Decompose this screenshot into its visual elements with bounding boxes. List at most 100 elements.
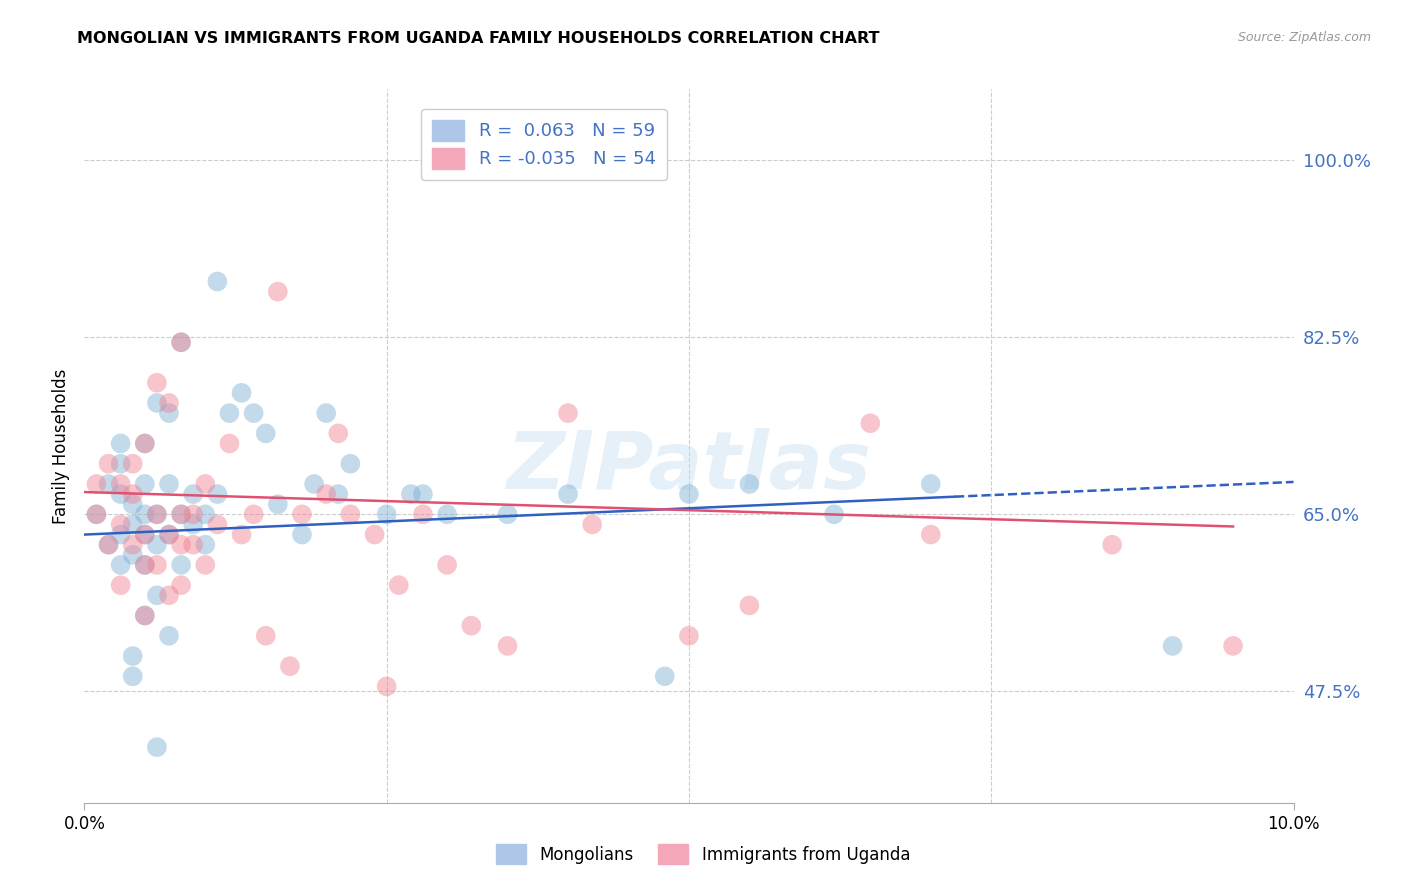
Point [254,426,277,441]
Point [339,508,361,522]
Point [121,497,143,511]
Point [134,508,156,522]
Point [146,508,169,522]
Point [134,558,156,572]
Point [134,558,156,572]
Point [1161,639,1184,653]
Point [207,487,229,501]
Point [146,538,169,552]
Point [678,487,700,501]
Point [557,406,579,420]
Point [194,508,217,522]
Point [181,487,204,501]
Point [110,517,132,532]
Point [134,477,156,491]
Point [278,659,301,673]
Point [738,477,761,491]
Point [738,599,761,613]
Point [157,406,180,420]
Point [823,508,845,522]
Point [157,527,180,541]
Point [181,508,204,522]
Point [157,588,180,602]
Point [146,396,169,410]
Point [231,385,253,400]
Point [170,578,193,592]
Point [170,558,193,572]
Point [170,538,193,552]
Legend: Mongolians, Immigrants from Uganda: Mongolians, Immigrants from Uganda [489,838,917,871]
Point [194,538,217,552]
Point [207,275,229,289]
Point [146,740,169,755]
Point [170,335,193,350]
Point [315,487,337,501]
Legend: R =  0.063   N = 59, R = -0.035   N = 54: R = 0.063 N = 59, R = -0.035 N = 54 [420,109,666,179]
Text: ZIPatlas: ZIPatlas [506,428,872,507]
Point [291,527,314,541]
Point [328,426,350,441]
Point [157,527,180,541]
Point [436,558,458,572]
Point [291,508,314,522]
Point [134,527,156,541]
Point [134,436,156,450]
Point [110,477,132,491]
Point [181,517,204,532]
Point [557,487,579,501]
Point [375,680,398,694]
Point [121,669,143,683]
Text: MONGOLIAN VS IMMIGRANTS FROM UGANDA FAMILY HOUSEHOLDS CORRELATION CHART: MONGOLIAN VS IMMIGRANTS FROM UGANDA FAMI… [77,31,880,46]
Point [231,527,253,541]
Point [121,517,143,532]
Point [207,517,229,532]
Point [315,406,337,420]
Point [1222,639,1244,653]
Point [86,508,108,522]
Point [302,477,325,491]
Point [86,508,108,522]
Point [157,629,180,643]
Point [654,669,676,683]
Point [339,457,361,471]
Point [242,508,264,522]
Point [170,335,193,350]
Point [496,639,519,653]
Point [920,477,942,491]
Point [363,527,385,541]
Point [412,487,434,501]
Point [97,538,120,552]
Point [194,477,217,491]
Point [97,457,120,471]
Point [375,508,398,522]
Point [110,558,132,572]
Point [267,497,290,511]
Point [134,436,156,450]
Point [1101,538,1123,552]
Point [110,578,132,592]
Point [254,629,277,643]
Point [86,477,108,491]
Point [399,487,422,501]
Point [218,436,240,450]
Point [170,508,193,522]
Point [496,508,519,522]
Point [146,558,169,572]
Point [110,436,132,450]
Point [110,457,132,471]
Point [328,487,350,501]
Point [134,608,156,623]
Point [581,517,603,532]
Point [134,527,156,541]
Point [110,527,132,541]
Text: Source: ZipAtlas.com: Source: ZipAtlas.com [1237,31,1371,45]
Point [110,487,132,501]
Point [920,527,942,541]
Point [678,629,700,643]
Point [170,508,193,522]
Point [146,376,169,390]
Point [157,396,180,410]
Point [121,648,143,663]
Point [134,608,156,623]
Point [436,508,458,522]
